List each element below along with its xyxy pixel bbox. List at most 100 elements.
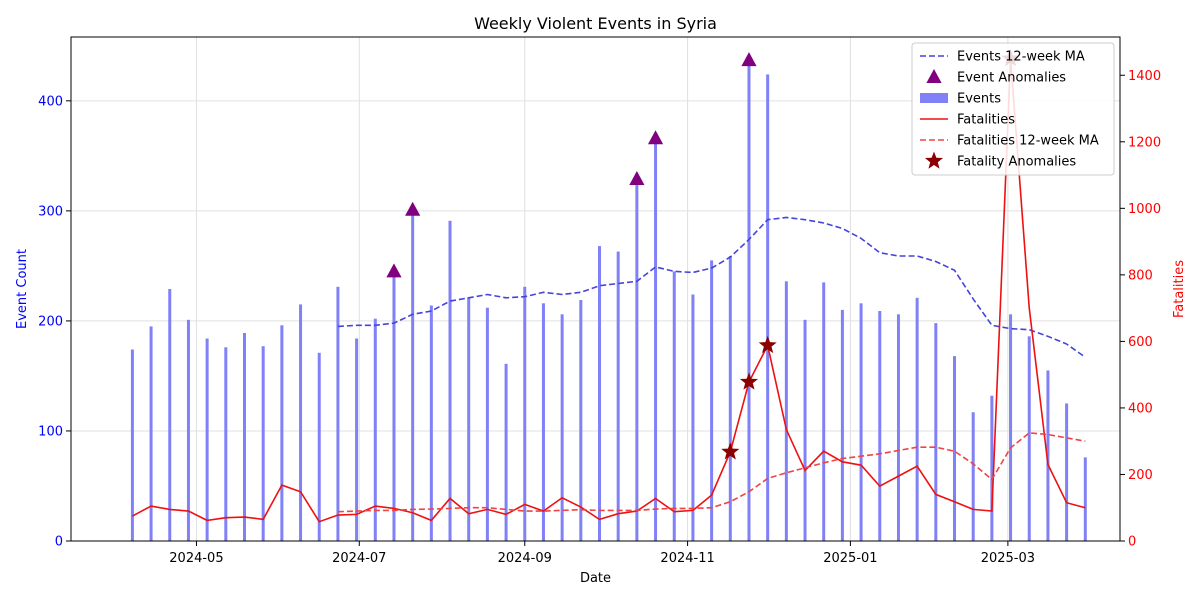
events-bar (299, 304, 303, 541)
legend-label: Fatalities (957, 113, 1015, 128)
events-bar (560, 314, 564, 541)
events-bar (859, 303, 863, 541)
events-bar (934, 323, 938, 541)
events-bar (504, 363, 508, 541)
events-bar (1083, 457, 1087, 541)
events-bar (840, 309, 844, 541)
events-bar (822, 282, 826, 541)
events-bar (803, 319, 807, 541)
y2-tick-label: 1000 (1128, 202, 1161, 217)
events-bar (149, 326, 153, 541)
y2-axis-label: Fatalities (1172, 260, 1187, 318)
events-bar (261, 346, 265, 541)
events-bar (448, 220, 452, 541)
legend: Events 12-week MA Event Anomalies Events Fa… (911, 42, 1115, 176)
events-bar (990, 395, 994, 541)
events-bar (317, 352, 321, 541)
fatality-anomaly-marker (739, 372, 759, 390)
events-bar (1027, 336, 1031, 541)
events-bar (766, 74, 770, 541)
events-bars (130, 60, 1087, 542)
events-bar (186, 319, 190, 541)
events-bar (579, 300, 583, 541)
y2-tick-label: 200 (1128, 468, 1153, 483)
fatality-anomaly-marker (758, 335, 777, 354)
events-bar (672, 271, 676, 541)
y-axis-label: Event Count (15, 249, 30, 329)
events-bar (411, 209, 415, 541)
x-tick-label: 2024-11 (660, 551, 714, 566)
events-bar (878, 311, 882, 541)
events-bar (523, 286, 527, 541)
x-tick-label: 2024-07 (332, 551, 386, 566)
y2-tick-label: 1200 (1128, 135, 1161, 150)
series-lines (132, 58, 1086, 523)
events-bar (635, 178, 639, 541)
x-tick-label: 2024-09 (498, 551, 552, 566)
events-bar (915, 297, 919, 541)
events-bar (467, 297, 471, 541)
y-tick-label: 0 (55, 535, 63, 550)
y2-tick-label: 0 (1128, 535, 1136, 550)
x-tick-label: 2024-05 (169, 551, 223, 566)
legend-handle-fatality-anomaly (924, 151, 944, 169)
events-bar (224, 347, 228, 541)
legend-handle-event-anomaly (926, 69, 942, 83)
events-ma-line (337, 216, 1086, 358)
events-bar (896, 314, 900, 541)
events-bar (1065, 403, 1069, 541)
events-bar (747, 60, 751, 542)
event-anomaly-marker (647, 130, 664, 145)
y2-tick-label: 400 (1128, 401, 1153, 416)
legend-label: Fatality Anomalies (957, 155, 1076, 170)
x-tick-label: 2025-01 (823, 551, 877, 566)
legend-label: Event Anomalies (957, 71, 1066, 86)
legend-label: Fatalities 12-week MA (957, 134, 1099, 149)
legend-label: Events 12-week MA (957, 50, 1085, 65)
y2-tick-label: 800 (1128, 268, 1153, 283)
y-tick-label: 100 (38, 424, 63, 439)
event-anomaly-marker (386, 263, 402, 278)
fatalities-ma-line (337, 432, 1086, 513)
events-bar (280, 325, 284, 541)
events-bar (1046, 370, 1050, 541)
events-bar (130, 349, 134, 541)
y-tick-label: 300 (38, 204, 63, 219)
events-bar (1009, 314, 1013, 541)
events-bar (242, 333, 246, 541)
events-bar (728, 255, 732, 542)
events-bar (616, 251, 620, 542)
event-anomaly-marker (629, 170, 645, 185)
chart-title: Weekly Violent Events in Syria (474, 14, 717, 33)
events-bar (392, 271, 396, 541)
events-bar (971, 412, 975, 541)
events-bar (654, 138, 658, 541)
events-bar (205, 338, 209, 541)
x-tick-label: 2025-03 (981, 551, 1035, 566)
event-anomaly-marker (405, 201, 421, 216)
events-bar (429, 305, 433, 541)
events-bar (691, 294, 695, 541)
events-bar (336, 286, 340, 541)
legend-label: Events (957, 92, 1001, 107)
legend-handle-events (920, 93, 948, 103)
events-bar (598, 246, 602, 542)
y-tick-label: 200 (38, 314, 63, 329)
events-bar (168, 289, 172, 541)
events-bar (355, 338, 359, 541)
x-axis-label: Date (580, 571, 611, 586)
events-bar (710, 260, 714, 541)
fatalities-line (132, 58, 1086, 523)
y-tick-label: 400 (38, 94, 63, 109)
events-bar (373, 318, 377, 541)
event-anomaly-marker (741, 52, 757, 67)
y2-tick-label: 1400 (1128, 69, 1161, 84)
events-bar (485, 307, 489, 541)
events-bar (953, 356, 957, 541)
axes: 0 100 200 300 400 0 200 400 600 800 1000 1200 1400 20… (38, 69, 1161, 566)
y2-tick-label: 600 (1128, 335, 1153, 350)
plot-frame (70, 36, 1121, 542)
legend-box (911, 42, 1115, 176)
events-bar (784, 281, 788, 541)
